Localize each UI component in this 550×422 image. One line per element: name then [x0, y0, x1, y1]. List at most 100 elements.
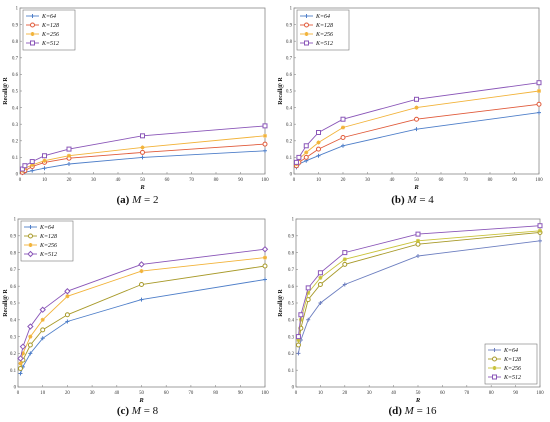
data-point [42, 158, 47, 163]
caption-var: M [131, 405, 141, 417]
legend-marker [304, 14, 309, 18]
x-tick-label: 100 [536, 391, 544, 396]
y-tick-label: 0.3 [10, 335, 17, 340]
caption-c: (c) M = 8 [0, 405, 275, 417]
chart-panel-b: 0 10 20 30 40 50 60 70 80 90 100 0 0.1 0.2 0.3 0.4 0.5 0.… [275, 0, 550, 193]
chart-b: 0 10 20 30 40 50 60 70 80 90 100 0 0.1 0.2 0.3 0.4 0.5 0.… [278, 7, 543, 191]
legend-label: K=128 [315, 23, 333, 29]
data-point [140, 155, 145, 160]
chart-a: 0 10 20 30 40 50 60 70 80 90 100 0 0.1 0.2 0.3 0.4 0.5 0.… [3, 7, 269, 191]
x-tick-label: 70 [464, 391, 469, 396]
y-tick-label: 0.2 [10, 352, 17, 357]
data-point [298, 312, 304, 318]
legend-label: K=64 [41, 13, 56, 20]
x-tick-label: 90 [238, 391, 243, 396]
y-tick-label: 0.8 [286, 40, 293, 45]
y-tick-label: 1 [290, 7, 293, 12]
data-point [64, 288, 71, 295]
series-k-64 [18, 277, 267, 376]
data-point [296, 154, 302, 160]
legend-marker [30, 40, 35, 46]
x-tick-label: 80 [488, 178, 493, 183]
data-point [28, 334, 33, 339]
y-tick-label: 1 [16, 7, 19, 12]
x-tick-label: 70 [189, 178, 194, 183]
x-tick-label: 80 [489, 391, 494, 396]
data-point [42, 153, 47, 159]
x-tick-label: 60 [164, 391, 169, 396]
data-point [140, 133, 145, 139]
y-tick-label: 0.9 [10, 235, 17, 240]
legend-marker [28, 243, 33, 247]
data-point [536, 80, 542, 86]
data-point [414, 105, 419, 110]
data-point [537, 110, 541, 115]
series-k-512 [295, 223, 543, 340]
x-tick-label: 40 [116, 178, 121, 183]
y-tick-label: 0 [292, 386, 295, 391]
y-tick-label: 0.9 [288, 235, 295, 240]
x-tick-label: 50 [416, 391, 421, 396]
data-point [30, 162, 35, 167]
x-tick-label: 100 [535, 178, 543, 183]
data-point [342, 261, 348, 267]
legend-label: K=128 [41, 23, 59, 29]
data-point [20, 351, 25, 356]
series-line [20, 257, 266, 364]
caption-letter: (c) [116, 405, 130, 417]
y-tick-label: 0 [16, 173, 19, 178]
y-tick-label: 0.2 [286, 140, 293, 145]
data-point [67, 162, 71, 167]
y-tick-label: 0.4 [288, 319, 295, 324]
x-tick-label: 90 [512, 178, 517, 183]
y-tick-label: 0.5 [286, 90, 293, 95]
data-point [64, 312, 70, 318]
series-k-512 [17, 246, 269, 362]
x-tick-label: 20 [65, 391, 70, 396]
y-tick-label: 0.2 [12, 140, 19, 145]
data-point [42, 166, 47, 171]
series-line [295, 82, 540, 163]
x-tick-label: 0 [293, 178, 296, 183]
y-tick-label: 0.6 [12, 73, 19, 78]
x-tick-label: 30 [91, 178, 96, 183]
x-tick-label: 60 [440, 391, 445, 396]
y-tick-label: 0.4 [10, 319, 17, 324]
x-tick-label: 50 [139, 391, 144, 396]
data-point [28, 351, 33, 356]
legend-label: K=256 [39, 243, 57, 249]
data-point [306, 317, 311, 322]
data-point [414, 116, 419, 122]
x-tick-label: 0 [295, 391, 298, 396]
x-tick-label: 70 [463, 178, 468, 183]
chart-panel-c: 0 10 20 30 40 50 60 70 80 90 100 0 0.1 0.2 0.3 0.4 0.5 0.… [0, 211, 275, 404]
legend-label: K=256 [315, 32, 333, 38]
y-tick-label: 0.9 [286, 23, 293, 28]
data-point [30, 168, 35, 173]
x-tick-label: 100 [261, 178, 269, 183]
series-line [20, 279, 266, 374]
y-tick-label: 0.7 [12, 57, 19, 62]
data-point [414, 127, 419, 132]
legend-label: K=512 [39, 252, 57, 258]
x-tick-label: 60 [165, 178, 170, 183]
data-point [65, 319, 70, 324]
data-point [29, 159, 35, 165]
data-point [538, 228, 542, 233]
y-tick-label: 0.2 [288, 352, 295, 357]
y-tick-label: 1 [14, 218, 17, 223]
legend-label: K=512 [315, 41, 333, 47]
data-point [318, 275, 323, 280]
data-point [537, 89, 541, 93]
data-point [341, 125, 345, 130]
data-point [139, 297, 144, 302]
data-point [304, 150, 309, 155]
series-line [297, 231, 541, 346]
legend-label: K=512 [503, 375, 521, 381]
chart-panel-a: 0 10 20 30 40 50 60 70 80 90 100 0 0.1 0.2 0.3 0.4 0.5 0.… [0, 0, 275, 193]
data-point [340, 116, 346, 122]
legend: K=64 K=128 K=256 K=512 [484, 343, 538, 385]
legend-marker [304, 22, 309, 28]
legend-label: K=256 [503, 366, 521, 372]
data-point [263, 255, 267, 260]
